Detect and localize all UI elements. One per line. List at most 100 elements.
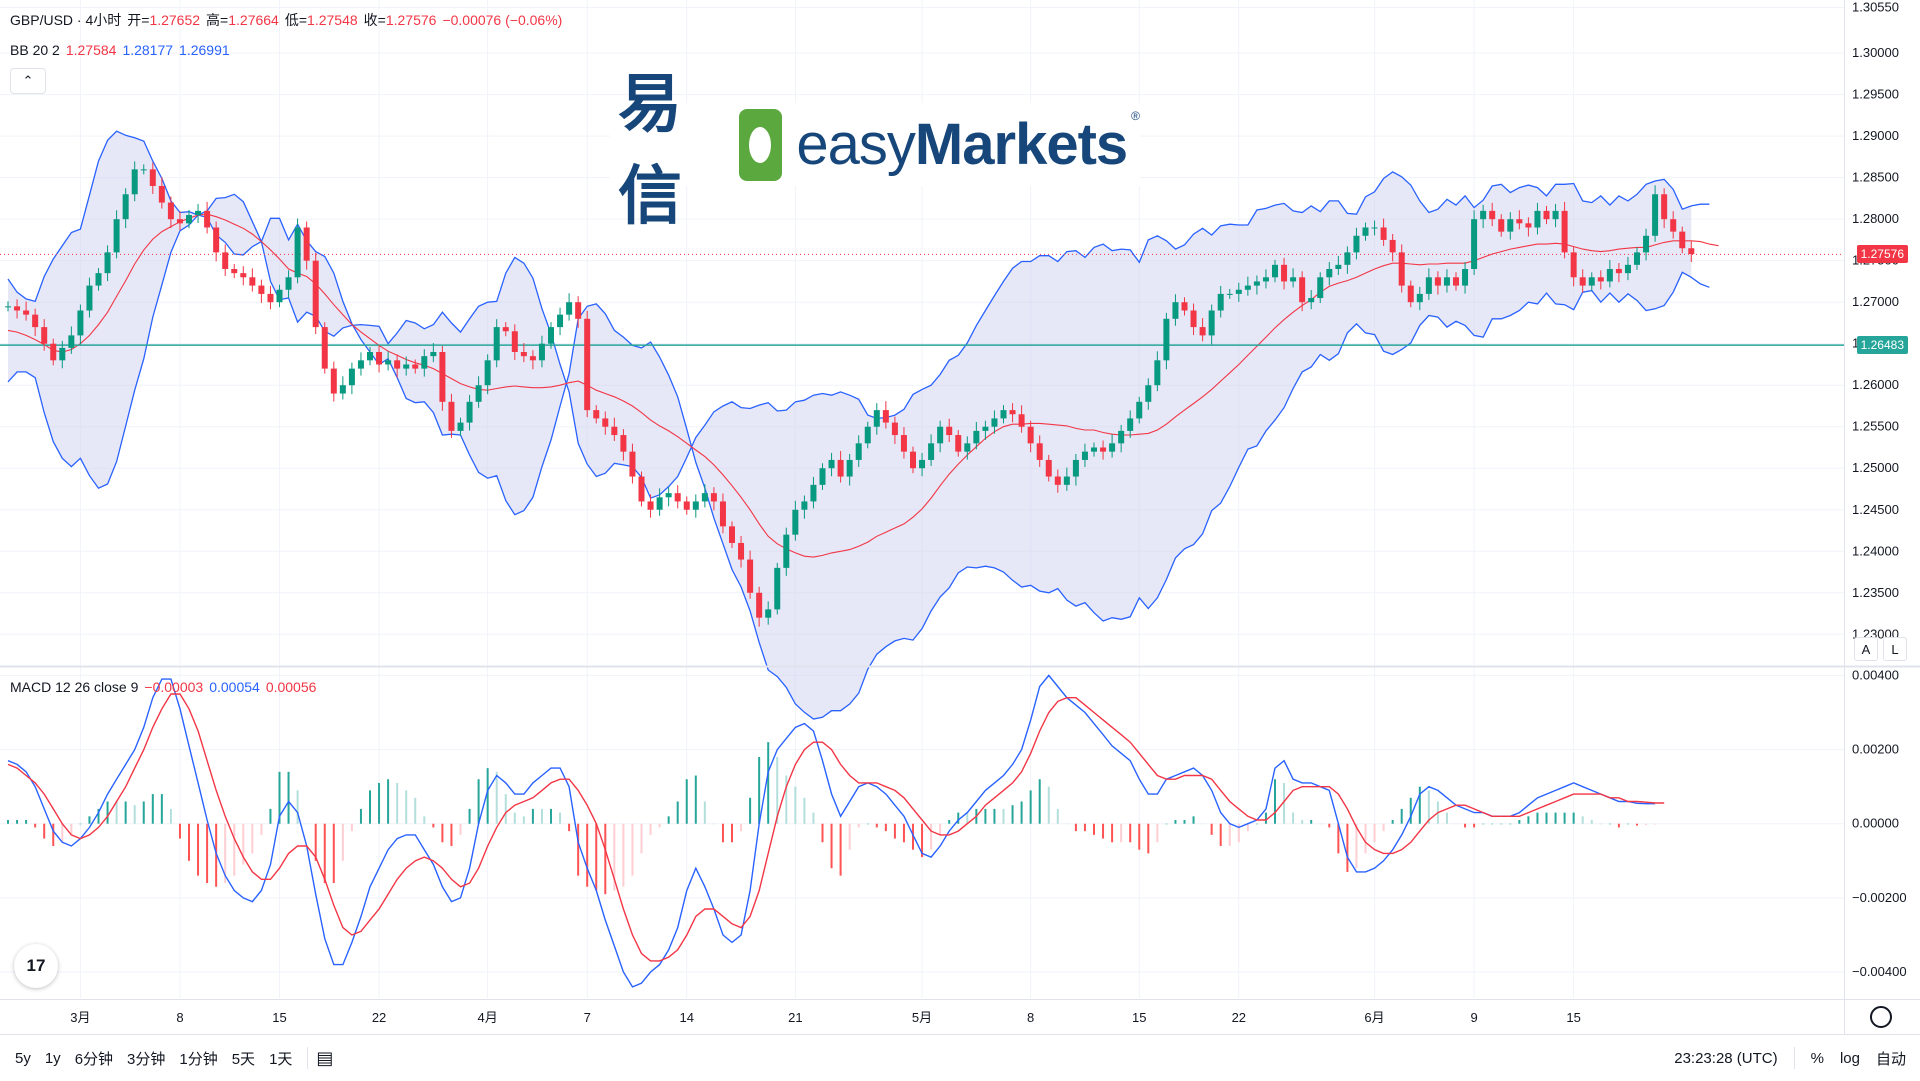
- range-1m-button[interactable]: 1分钟: [179, 1050, 218, 1068]
- candle: [1462, 262, 1469, 294]
- candle: [149, 162, 156, 194]
- go-to-date-icon[interactable]: ▤: [316, 1047, 334, 1068]
- candle-body: [566, 302, 573, 315]
- macd-tick-label: −0.00200: [1852, 890, 1907, 905]
- macd-histogram-bar: [504, 794, 507, 824]
- candle: [186, 210, 192, 229]
- candle: [339, 376, 346, 400]
- candle-body: [747, 559, 754, 593]
- macd-legend-name[interactable]: MACD 12 26 close 9: [10, 679, 139, 695]
- chart-canvas[interactable]: 1.30550 1.30000 1.29500 1.29000 1.28500 1.280…: [0, 0, 1920, 1034]
- macd-histogram-bar: [43, 823, 46, 839]
- macd-histogram-bar: [1011, 805, 1014, 824]
- macd-histogram-bar: [1337, 823, 1340, 854]
- candle: [59, 340, 66, 369]
- range-1y-button[interactable]: 1y: [44, 1049, 61, 1067]
- candle: [629, 443, 636, 484]
- candle: [520, 343, 527, 363]
- candle: [620, 429, 627, 461]
- macd-tick-label: 0.00000: [1852, 816, 1899, 831]
- macd-histogram-bar: [1129, 823, 1132, 843]
- range-3m-button[interactable]: 3分钟: [127, 1050, 166, 1068]
- candle: [195, 203, 202, 223]
- macd-histogram-bar: [1572, 812, 1575, 824]
- bb-legend-name[interactable]: BB 20 2: [10, 42, 60, 58]
- auto-scale-button[interactable]: A: [1854, 637, 1878, 661]
- macd-histogram-bar: [1400, 808, 1403, 824]
- candle-body: [1018, 414, 1025, 427]
- macd-histogram-bar: [142, 801, 145, 824]
- candle: [104, 245, 111, 282]
- candle: [1036, 435, 1043, 467]
- candle-body: [412, 364, 419, 369]
- macd-histogram-bar: [586, 823, 589, 887]
- macd-histogram-bar: [468, 808, 471, 824]
- candle-body: [231, 268, 238, 274]
- range-1d-button[interactable]: 1天: [269, 1050, 293, 1068]
- candle: [891, 416, 898, 444]
- macd-histogram-bar: [513, 812, 516, 824]
- candle: [846, 453, 853, 486]
- log-scale-button[interactable]: L: [1883, 637, 1907, 661]
- macd-histogram-bar: [884, 823, 887, 832]
- time-tick-label: 8: [176, 1010, 183, 1025]
- range-6m-button[interactable]: 6分钟: [74, 1050, 114, 1068]
- candle-body: [1136, 401, 1143, 419]
- macd-histogram-bar: [550, 808, 552, 824]
- candle-body: [457, 422, 464, 431]
- macd-histogram-bar: [568, 823, 571, 832]
- candle: [1371, 220, 1378, 236]
- candle-body: [1000, 410, 1007, 419]
- macd-histogram-bar: [1382, 823, 1385, 832]
- log-scale-toggle[interactable]: log: [1839, 1049, 1860, 1067]
- macd-histogram-bar: [1093, 823, 1095, 835]
- time-tick-label: 22: [1232, 1010, 1246, 1025]
- low-label: 低=: [284, 12, 308, 28]
- macd-histogram-bar: [1120, 823, 1123, 843]
- candle: [294, 218, 301, 284]
- candle: [1453, 272, 1459, 291]
- macd-histogram-bar: [278, 771, 281, 824]
- candle-body: [1416, 293, 1423, 303]
- utc-clock[interactable]: 23:23:28 (UTC): [1674, 1049, 1778, 1067]
- time-axis-settings-icon[interactable]: [1870, 1006, 1892, 1028]
- candle-body: [1453, 277, 1459, 286]
- candle: [1597, 270, 1604, 290]
- candle-body: [1516, 219, 1523, 224]
- candle-body: [1036, 443, 1043, 460]
- candle-body: [267, 293, 274, 303]
- macd-histogram-bar: [893, 823, 896, 839]
- percent-scale-button[interactable]: %: [1810, 1049, 1824, 1067]
- range-5d-button[interactable]: 5天: [231, 1050, 256, 1068]
- symbol-title[interactable]: GBP/USD · 4小时: [10, 12, 122, 28]
- macd-histogram-bar: [1473, 823, 1476, 828]
- candle: [140, 164, 147, 175]
- candle-body: [946, 426, 953, 436]
- tradingview-logo-icon[interactable]: 17: [14, 944, 58, 988]
- macd-histogram-bar: [640, 823, 643, 854]
- candle: [258, 279, 265, 303]
- macd-histogram-bar: [1373, 823, 1376, 843]
- macd-histogram-bar: [1065, 823, 1068, 825]
- candle: [1407, 280, 1414, 308]
- macd-histogram-bar: [369, 790, 371, 824]
- time-tick-label: 4月: [478, 1010, 498, 1025]
- candle: [466, 394, 473, 431]
- macd-histogram-bar: [604, 823, 607, 895]
- macd-histogram-bar: [197, 823, 200, 876]
- candle: [729, 521, 735, 548]
- candle-body: [1597, 277, 1604, 282]
- candle: [1235, 282, 1242, 302]
- range-5y-button[interactable]: 5y: [15, 1049, 31, 1067]
- candle: [557, 307, 564, 336]
- macd-histogram-bar: [658, 823, 661, 828]
- candle: [1498, 214, 1505, 237]
- close-label: 收=: [363, 12, 386, 28]
- auto-scale-toggle[interactable]: 自动: [1875, 1050, 1906, 1068]
- macd-histogram-bar: [25, 820, 28, 824]
- bb-basis-value: 1.27584: [65, 42, 117, 58]
- candle-body: [828, 459, 835, 469]
- collapse-legend-button[interactable]: ⌃: [10, 68, 46, 94]
- candle-body: [575, 302, 582, 319]
- candle-body: [1643, 235, 1650, 253]
